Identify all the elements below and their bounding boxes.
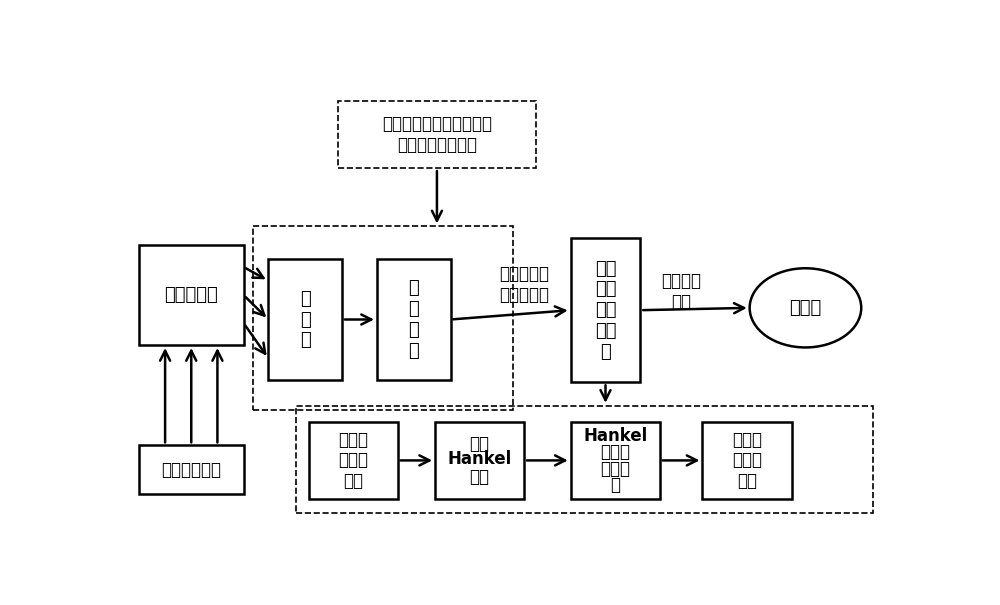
Text: 构造: 构造 bbox=[470, 435, 490, 453]
FancyBboxPatch shape bbox=[435, 422, 524, 499]
Text: 太阳电池阵: 太阳电池阵 bbox=[164, 286, 218, 304]
Text: 数据
采集
与处
理系
统: 数据 采集 与处 理系 统 bbox=[595, 260, 616, 361]
Text: Hankel: Hankel bbox=[447, 451, 512, 468]
FancyBboxPatch shape bbox=[377, 259, 451, 380]
Text: 系统模
态参数
识别: 系统模 态参数 识别 bbox=[732, 431, 762, 490]
FancyBboxPatch shape bbox=[268, 259, 342, 380]
FancyBboxPatch shape bbox=[571, 238, 640, 382]
Text: 模态辨识
结果: 模态辨识 结果 bbox=[661, 272, 701, 311]
Text: Hankel: Hankel bbox=[583, 427, 647, 445]
Text: 构造系
统状态
方程: 构造系 统状态 方程 bbox=[338, 431, 368, 490]
FancyBboxPatch shape bbox=[139, 245, 244, 345]
Text: 解: 解 bbox=[610, 476, 620, 494]
FancyBboxPatch shape bbox=[571, 422, 660, 499]
Text: 观察者: 观察者 bbox=[789, 299, 822, 317]
Text: 异值分: 异值分 bbox=[600, 460, 630, 478]
Text: 信
号
调
理: 信 号 调 理 bbox=[408, 280, 419, 360]
Ellipse shape bbox=[750, 268, 861, 347]
Text: 在轨脉冲激励: 在轨脉冲激励 bbox=[161, 461, 221, 479]
FancyBboxPatch shape bbox=[139, 445, 244, 494]
Text: 矩阵: 矩阵 bbox=[470, 468, 490, 486]
Text: 通过数传通
道传给地面: 通过数传通 道传给地面 bbox=[499, 265, 549, 304]
FancyBboxPatch shape bbox=[309, 422, 398, 499]
FancyBboxPatch shape bbox=[702, 422, 792, 499]
Text: 卫星在轨振动监测与模态
辨识系统采集设备: 卫星在轨振动监测与模态 辨识系统采集设备 bbox=[382, 115, 492, 154]
Text: 矩阵奇: 矩阵奇 bbox=[600, 443, 630, 461]
Text: 传
感
器: 传 感 器 bbox=[300, 290, 311, 349]
